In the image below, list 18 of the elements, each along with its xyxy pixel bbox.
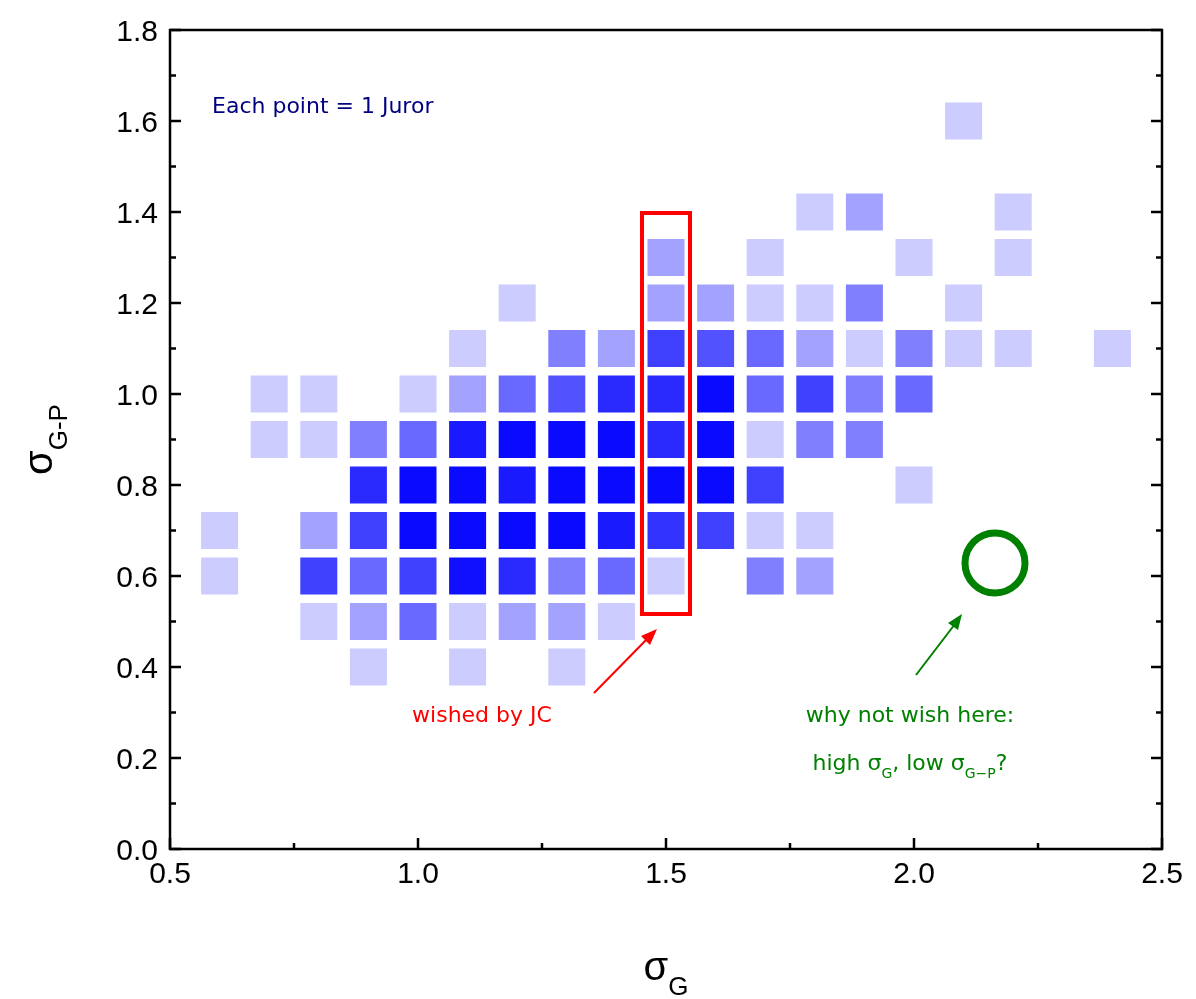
- x-tick-label: 2.0: [893, 856, 935, 889]
- x-tick-label: 1.0: [397, 856, 439, 889]
- y-tick-label: 0.8: [116, 468, 158, 502]
- y-tick-label: 1.2: [116, 286, 158, 320]
- y-tick-label: 0.4: [116, 650, 158, 684]
- y-tick-label: 0.2: [116, 741, 158, 775]
- x-tick-label: 2.5: [1141, 856, 1183, 889]
- annotation: high σ$_{G}$, low σ$_{G−P}$?: [812, 750, 1008, 781]
- y-tick-label: 1.6: [116, 104, 158, 138]
- x-axis-title: σ$_{G}$: [643, 944, 689, 999]
- annotation: why not wish here:: [805, 702, 1015, 727]
- y-tick-label: 0.6: [116, 559, 158, 593]
- y-tick-label: 1.8: [116, 13, 158, 47]
- annotation: Each point = 1 Juror: [212, 93, 435, 118]
- x-tick-label: 1.5: [645, 856, 687, 889]
- y-tick-label: 1.4: [116, 195, 158, 229]
- annotation: wished by JC: [412, 702, 552, 727]
- y-tick-label: 1.0: [116, 377, 158, 411]
